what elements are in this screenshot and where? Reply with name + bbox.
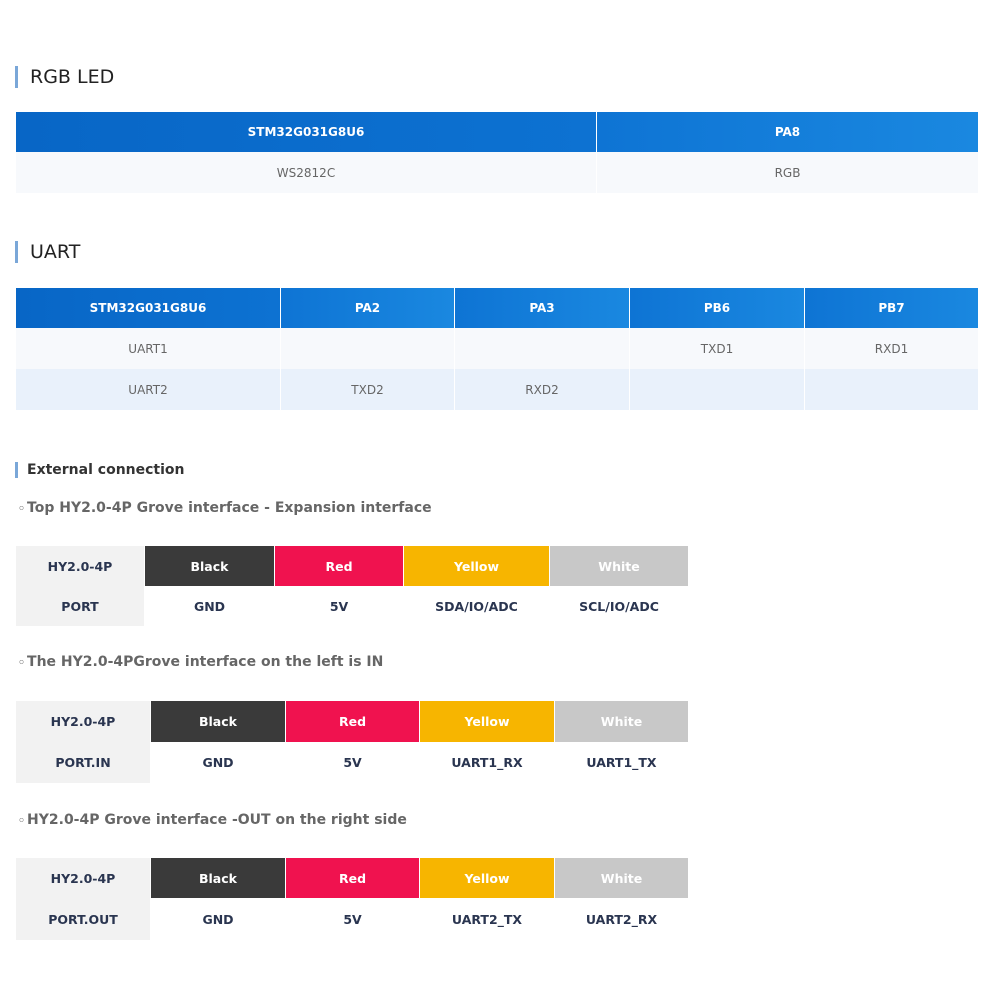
table-cell [455, 328, 630, 369]
table-cell: UART1_RX [420, 742, 555, 783]
table-cell [805, 369, 979, 410]
table-cell: UART2_TX [420, 898, 555, 940]
table-cell: UART1_TX [555, 742, 689, 783]
table-cell: HY2.0-4P [16, 546, 145, 586]
table-cell: White [555, 701, 689, 742]
table-cell: 5V [286, 898, 420, 940]
table-cell: White [550, 546, 689, 586]
table-cell: White [555, 858, 689, 898]
table-cell: Red [286, 858, 420, 898]
table-cell: UART1 [16, 328, 281, 369]
table-cell: Yellow [404, 546, 550, 586]
table-cell: UART2 [16, 369, 281, 410]
table-cell: HY2.0-4P [16, 858, 151, 898]
table-cell: SCL/IO/ADC [550, 586, 689, 626]
table-cell: GND [151, 898, 286, 940]
table-cell: PORT [16, 586, 145, 626]
table-cell [281, 328, 455, 369]
table-cell: Yellow [420, 858, 555, 898]
table-cell: RGB [597, 152, 979, 193]
subtitle: Top HY2.0-4P Grove interface - Expansion… [18, 500, 432, 517]
table-cell: GND [145, 586, 275, 626]
table-cell: STM32G031G8U6 [16, 112, 597, 152]
table-cell: PA2 [281, 288, 455, 328]
table-cell: WS2812C [16, 152, 597, 193]
section-title: RGB LED [15, 66, 114, 88]
table-cell: 5V [275, 586, 404, 626]
table-cell: SDA/IO/ADC [404, 586, 550, 626]
table-cell: TXD2 [281, 369, 455, 410]
table-cell: STM32G031G8U6 [16, 288, 281, 328]
table-cell: Black [151, 858, 286, 898]
table-cell: 5V [286, 742, 420, 783]
section-title: UART [15, 241, 80, 263]
table-cell: RXD2 [455, 369, 630, 410]
table-cell: PA3 [455, 288, 630, 328]
table-cell: TXD1 [630, 328, 805, 369]
table-cell: Black [151, 701, 286, 742]
table-cell: HY2.0-4P [16, 701, 151, 742]
table-cell: GND [151, 742, 286, 783]
table-cell: Red [286, 701, 420, 742]
section-title: External connection [15, 462, 185, 478]
table-cell [630, 369, 805, 410]
subtitle: HY2.0-4P Grove interface -OUT on the rig… [18, 812, 407, 829]
subtitle: The HY2.0-4PGrove interface on the left … [18, 654, 383, 671]
table-cell: Red [275, 546, 404, 586]
table-cell: Yellow [420, 701, 555, 742]
table-cell: PB7 [805, 288, 979, 328]
table-cell: Black [145, 546, 275, 586]
table-cell: UART2_RX [555, 898, 689, 940]
table-cell: PB6 [630, 288, 805, 328]
table-cell: PA8 [597, 112, 979, 152]
table-cell: RXD1 [805, 328, 979, 369]
table-cell: PORT.IN [16, 742, 151, 783]
table-cell: PORT.OUT [16, 898, 151, 940]
